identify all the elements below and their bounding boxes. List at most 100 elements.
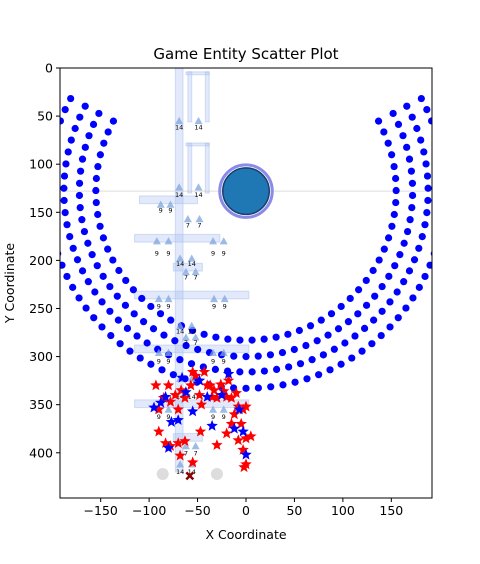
ring-dot-1-25 bbox=[278, 348, 287, 357]
triangle-label-8: 7 bbox=[186, 222, 190, 230]
triangle-label-23: 14 bbox=[188, 328, 196, 336]
triangle-label-31: 14 bbox=[188, 393, 196, 401]
triangle-label-4: 14 bbox=[175, 191, 183, 199]
ring-dot-3-48 bbox=[82, 304, 90, 312]
ring-dot-2-56 bbox=[62, 160, 70, 168]
triangle-marker-35 bbox=[191, 442, 200, 450]
triangle-label-37: 7 bbox=[194, 450, 198, 458]
triangle-label-38: 14 bbox=[176, 468, 184, 476]
ring-dot-3-12 bbox=[434, 238, 441, 245]
blue-star-16 bbox=[162, 442, 175, 453]
ring-dot-1-6 bbox=[408, 179, 417, 187]
ring-dot-1-38 bbox=[130, 310, 138, 318]
triangle-label-36: 7 bbox=[184, 450, 188, 458]
ring-dot-1-19 bbox=[344, 318, 353, 326]
ring-dot-3-22 bbox=[368, 340, 376, 348]
x-tick-label-4: 50 bbox=[286, 503, 302, 518]
ring-dot-0-35 bbox=[138, 294, 146, 303]
red-star-36 bbox=[220, 427, 233, 439]
triangle-label-26: 9 bbox=[157, 357, 161, 365]
structure-bar-10 bbox=[134, 344, 250, 354]
ring-dot-1-17 bbox=[362, 301, 371, 309]
ring-dot-1-50 bbox=[75, 179, 84, 187]
structure-bar-7 bbox=[134, 233, 221, 243]
ring-dot-1-26 bbox=[266, 351, 275, 359]
ring-dot-1-28 bbox=[242, 352, 250, 361]
ring-dot-0-23 bbox=[272, 333, 280, 341]
ring-dot-0-10 bbox=[384, 234, 393, 242]
ring-dot-0-14 bbox=[362, 276, 370, 285]
ring-dot-1-51 bbox=[76, 167, 85, 175]
ring-dot-3-50 bbox=[69, 283, 77, 291]
ring-dot-3-40 bbox=[158, 366, 166, 374]
ring-dot-3-16 bbox=[415, 283, 423, 291]
blue-star-17 bbox=[172, 414, 184, 425]
ring-dot-0-11 bbox=[380, 245, 388, 253]
ring-dot-3-30 bbox=[279, 381, 287, 389]
blue-star-13 bbox=[233, 403, 245, 415]
ring-dot-1-20 bbox=[334, 325, 343, 333]
ring-dot-1-2 bbox=[399, 132, 407, 140]
triangle-label-3: 14 bbox=[194, 124, 202, 132]
ring-dot-1-23 bbox=[302, 341, 310, 350]
ring-dot-0-5 bbox=[392, 174, 400, 183]
ring-dot-2-55 bbox=[60, 172, 69, 180]
ring-dot-3-20 bbox=[386, 323, 394, 331]
ring-dot-2-20 bbox=[360, 324, 369, 332]
red-star-5 bbox=[169, 389, 181, 400]
x-tick-label-1: −100 bbox=[132, 503, 166, 518]
triangle-label-20: 9 bbox=[212, 302, 216, 310]
y-tick-label-4: 200 bbox=[29, 253, 53, 268]
ring-dot-2-2 bbox=[413, 124, 421, 133]
ring-dot-1-56 bbox=[95, 109, 103, 118]
big-circle bbox=[222, 167, 270, 216]
triangle-label-10: 9 bbox=[155, 250, 159, 258]
ring-dot-1-36 bbox=[149, 325, 158, 333]
ring-dot-0-25 bbox=[248, 336, 256, 344]
ring-dot-2-23 bbox=[330, 345, 338, 353]
chart-title: Game Entity Scatter Plot bbox=[153, 45, 338, 63]
ring-dot-0-39 bbox=[109, 256, 117, 264]
triangle-label-25: 7 bbox=[194, 339, 198, 347]
structure-bar-9 bbox=[134, 290, 250, 300]
ring-dot-2-33 bbox=[211, 365, 220, 374]
ring-dot-1-32 bbox=[194, 345, 202, 354]
ring-dot-3-41 bbox=[147, 360, 155, 368]
ring-dot-3-32 bbox=[254, 384, 262, 392]
red-star-3 bbox=[164, 395, 177, 407]
ring-dot-2-26 bbox=[296, 360, 305, 368]
red-star-42 bbox=[159, 437, 172, 448]
blue-star-0 bbox=[148, 401, 160, 413]
triangle-marker-31 bbox=[164, 405, 173, 413]
red-star-17 bbox=[218, 385, 230, 397]
ring-dot-3-52 bbox=[60, 261, 66, 269]
triangle-label-16: 7 bbox=[184, 274, 188, 282]
ring-dot-1-7 bbox=[408, 191, 417, 200]
ring-dot-2-30 bbox=[248, 368, 256, 376]
big-circle-ring bbox=[218, 163, 274, 219]
triangle-label-22: 14 bbox=[176, 328, 184, 336]
ring-dot-1-48 bbox=[76, 204, 84, 212]
dark-x-marker bbox=[185, 471, 195, 481]
ring-dot-2-60 bbox=[76, 113, 84, 121]
ring-dot-3-43 bbox=[126, 347, 134, 355]
ring-dot-3-25 bbox=[337, 360, 345, 368]
ring-dot-2-16 bbox=[393, 288, 401, 296]
ring-dot-2-11 bbox=[418, 232, 426, 241]
structure-bar-2 bbox=[187, 142, 193, 194]
ring-dot-2-10 bbox=[421, 221, 429, 229]
ring-dot-0-36 bbox=[129, 286, 137, 294]
ring-dot-3-27 bbox=[315, 371, 323, 379]
triangle-marker-14 bbox=[181, 267, 190, 276]
ring-dot-2-52 bbox=[61, 209, 69, 217]
ring-dot-0-16 bbox=[346, 294, 354, 303]
red-star-31 bbox=[225, 417, 238, 429]
ring-dot-0-13 bbox=[369, 266, 377, 275]
ring-dot-2-13 bbox=[410, 256, 419, 264]
ring-dot-0-40 bbox=[104, 245, 112, 253]
ring-dot-2-42 bbox=[114, 316, 122, 324]
ring-dot-1-53 bbox=[81, 143, 89, 151]
ring-dot-2-48 bbox=[73, 256, 82, 264]
y-tick-label-7: 350 bbox=[29, 397, 53, 412]
